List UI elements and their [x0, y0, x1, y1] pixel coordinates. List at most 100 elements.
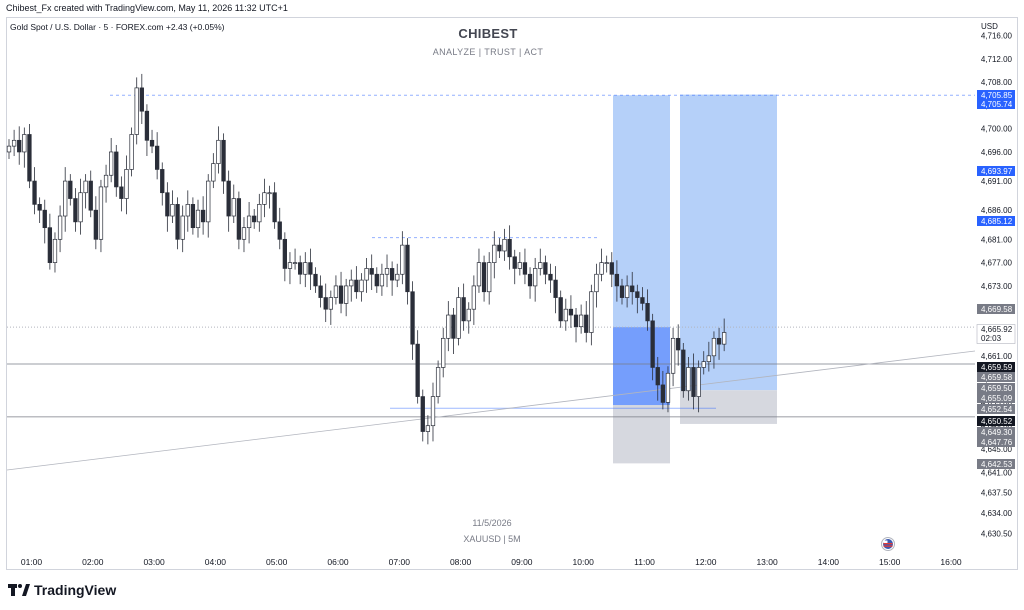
candle[interactable]: [211, 153, 216, 189]
candle[interactable]: [154, 132, 160, 180]
candle[interactable]: [170, 190, 175, 224]
candle[interactable]: [333, 275, 339, 305]
candle[interactable]: [369, 254, 374, 290]
candle[interactable]: [441, 327, 446, 378]
candle[interactable]: [435, 360, 441, 404]
candle[interactable]: [497, 238, 502, 258]
candle[interactable]: [696, 360, 701, 413]
candle[interactable]: [716, 327, 722, 360]
price-tag[interactable]: 4,647.76: [977, 437, 1015, 447]
candle[interactable]: [374, 267, 379, 293]
candle[interactable]: [93, 196, 98, 250]
candle[interactable]: [487, 252, 492, 305]
candle[interactable]: [706, 341, 711, 372]
candle[interactable]: [57, 205, 63, 253]
candle[interactable]: [257, 193, 262, 232]
candle[interactable]: [686, 356, 691, 401]
candle[interactable]: [98, 179, 104, 253]
economic-event-icon[interactable]: [881, 537, 895, 551]
candle[interactable]: [119, 176, 124, 212]
candle[interactable]: [354, 266, 359, 299]
candle[interactable]: [711, 331, 717, 369]
candle[interactable]: [344, 278, 349, 317]
candle[interactable]: [594, 263, 599, 308]
candle[interactable]: [405, 238, 410, 305]
candle[interactable]: [252, 209, 257, 229]
price-tag[interactable]: 4,705.85: [977, 90, 1015, 100]
candle[interactable]: [328, 290, 333, 325]
candle[interactable]: [660, 370, 666, 410]
candle[interactable]: [379, 263, 385, 296]
candle[interactable]: [236, 191, 242, 250]
candle[interactable]: [129, 127, 134, 177]
candle[interactable]: [624, 275, 630, 308]
candle[interactable]: [599, 248, 604, 282]
candle[interactable]: [73, 188, 78, 232]
candle[interactable]: [492, 231, 497, 279]
candle[interactable]: [512, 249, 517, 285]
price-tag[interactable]: 4,652.54: [977, 404, 1015, 414]
price-tag[interactable]: 4,659.58: [977, 372, 1015, 382]
target-zone[interactable]: [613, 95, 670, 406]
candle[interactable]: [430, 382, 436, 442]
candle[interactable]: [701, 351, 706, 375]
candle[interactable]: [533, 257, 538, 302]
candle[interactable]: [47, 213, 53, 270]
candle[interactable]: [216, 126, 221, 174]
candle[interactable]: [415, 330, 420, 404]
candle[interactable]: [389, 261, 395, 296]
candle[interactable]: [722, 318, 727, 352]
target-zone[interactable]: [680, 94, 777, 391]
candle[interactable]: [568, 295, 574, 328]
candle[interactable]: [78, 178, 83, 235]
candle[interactable]: [37, 197, 42, 224]
candle[interactable]: [287, 252, 293, 285]
candle[interactable]: [400, 231, 405, 285]
trend-line[interactable]: [6, 350, 976, 471]
candle[interactable]: [655, 356, 660, 401]
candle[interactable]: [650, 313, 655, 381]
candle[interactable]: [425, 415, 431, 445]
price-tag[interactable]: 4,659.50: [977, 383, 1015, 393]
candle[interactable]: [17, 126, 22, 165]
candle[interactable]: [139, 73, 144, 124]
candle[interactable]: [466, 302, 471, 334]
candle[interactable]: [461, 283, 466, 331]
candle[interactable]: [670, 327, 676, 387]
price-tag[interactable]: 4,685.12: [977, 216, 1015, 226]
candle[interactable]: [630, 271, 635, 305]
price-tag[interactable]: 4,642.53: [977, 459, 1015, 469]
candle[interactable]: [584, 301, 589, 343]
candle[interactable]: [349, 269, 354, 302]
candle[interactable]: [27, 124, 32, 189]
candle[interactable]: [338, 271, 344, 314]
candle[interactable]: [11, 129, 17, 157]
candle[interactable]: [175, 197, 180, 250]
candle[interactable]: [645, 289, 650, 331]
candle[interactable]: [303, 252, 308, 288]
candle[interactable]: [614, 260, 620, 302]
candle[interactable]: [578, 304, 584, 334]
candle[interactable]: [63, 167, 68, 232]
candle[interactable]: [308, 248, 313, 290]
candle[interactable]: [246, 202, 252, 244]
candle[interactable]: [681, 342, 686, 398]
candle[interactable]: [282, 232, 287, 282]
candle[interactable]: [134, 77, 139, 145]
stop-zone[interactable]: [680, 390, 777, 424]
candle[interactable]: [665, 366, 671, 413]
candle[interactable]: [589, 284, 594, 346]
candle[interactable]: [109, 137, 114, 183]
candle[interactable]: [527, 267, 533, 299]
candle[interactable]: [277, 207, 282, 250]
candle[interactable]: [517, 252, 522, 276]
candle[interactable]: [52, 232, 58, 273]
candle[interactable]: [318, 275, 323, 308]
candle[interactable]: [446, 301, 451, 352]
candle[interactable]: [691, 353, 696, 410]
candle[interactable]: [231, 184, 236, 224]
candle[interactable]: [481, 255, 487, 302]
candle[interactable]: [384, 254, 390, 288]
candle[interactable]: [114, 144, 119, 197]
candle[interactable]: [359, 273, 364, 302]
